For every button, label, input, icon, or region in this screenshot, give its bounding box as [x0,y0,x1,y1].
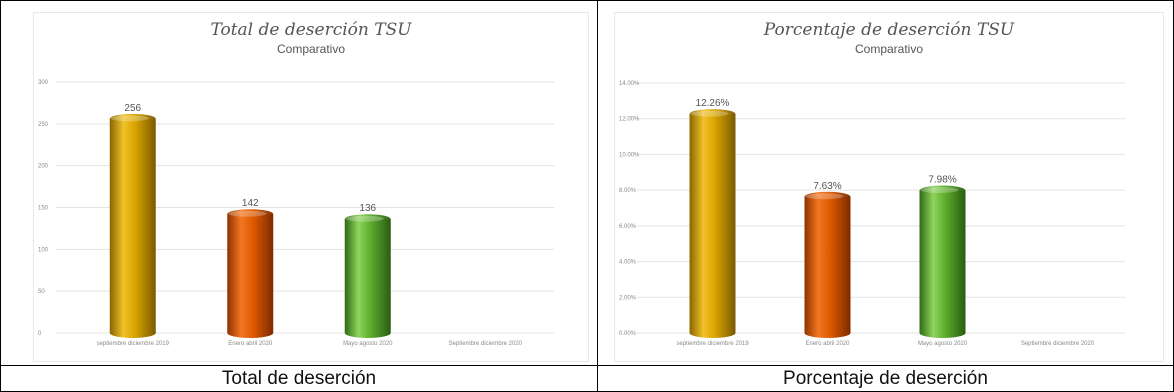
data-label: 142 [242,198,259,209]
y-tick-label: 250 [38,122,49,128]
y-tick-label: 2.00% [619,295,637,301]
bar [227,214,274,338]
x-category-label: Septiembre diciembre 2020 [1021,341,1095,347]
data-labels: 256 142 136 [124,103,376,214]
chart-subtitle: Comparativo [855,42,923,56]
bar-cap-highlight [805,193,844,200]
bar-cap-highlight [110,115,149,122]
chart-title: Porcentaje de deserción TSU [763,20,1015,40]
x-category-label: septiembre diciembre 2019 [676,341,749,347]
bar [804,196,851,338]
y-tick-label: 0 [38,331,42,337]
bars [689,109,966,338]
bar-cap [689,109,736,120]
x-category-label: Enero abril 2020 [228,341,273,347]
y-tick-label: 8.00% [619,188,637,194]
left-chart-frame: Total de deserción TSU Comparativo 0 50 10… [33,12,589,362]
y-tick-label: 150 [38,206,49,212]
bar-cap-highlight [920,187,959,193]
bar-cap-highlight [228,210,267,217]
bar-cap [804,191,851,202]
y-axis-ticks: 0.00% 2.00% 4.00% 6.00% 8.00% 10.00% 12.00% 14.… [619,81,640,337]
x-category-label: Mayo agosto 2020 [918,341,968,347]
y-tick-label: 10.00% [619,152,640,158]
chart-subtitle: Comparativo [277,42,345,56]
y-tick-label: 200 [38,164,49,170]
y-tick-label: 100 [38,247,49,253]
x-category-label: Enero abril 2020 [805,341,850,347]
data-label: 12.26% [696,98,730,109]
y-tick-label: 14.00% [619,81,640,87]
bar-cap [344,214,391,225]
data-label: 256 [124,103,141,114]
x-category-label: septiembre diciembre 2019 [97,341,170,347]
y-axis-ticks: 0 50 100 150 200 250 300 [38,80,49,337]
data-label: 136 [359,203,376,214]
x-category-label: Septiembre diciembre 2020 [449,341,523,347]
bar [109,118,156,339]
bar-cap [227,209,274,220]
data-label: 7.63% [813,181,841,192]
bar-cap [919,185,966,196]
y-tick-label: 6.00% [619,224,637,230]
y-tick-label: 50 [38,289,45,295]
total-desercion-chart: Total de deserción TSU Comparativo 0 50 10… [38,20,554,347]
right-caption: Porcentaje de deserción [597,365,1174,392]
data-labels: 12.26% 7.63% 7.98% [696,98,957,192]
bar-cap [109,113,156,124]
left-caption: Total de deserción [0,365,598,392]
porcentaje-desercion-chart: Porcentaje de deserción TSU Comparativo … [619,20,1125,347]
bar [344,219,391,338]
bar [919,190,966,338]
bar [689,114,736,338]
bar-cap-highlight [345,215,384,222]
x-axis-categories: septiembre diciembre 2019 Enero abril 202… [97,341,523,347]
y-tick-label: 300 [38,80,49,86]
y-tick-label: 12.00% [619,117,640,123]
data-label: 7.98% [928,175,956,186]
bar-cap-highlight [690,110,729,117]
x-axis-categories: septiembre diciembre 2019 Enero abril 202… [676,341,1095,347]
y-tick-label: 4.00% [619,260,637,266]
y-tick-label: 0.00% [619,331,637,337]
right-chart-frame: Porcentaje de deserción TSU Comparativo … [614,12,1164,362]
bars [109,113,391,339]
x-category-label: Mayo agosto 2020 [343,341,393,347]
chart-title: Total de deserción TSU [210,20,412,40]
